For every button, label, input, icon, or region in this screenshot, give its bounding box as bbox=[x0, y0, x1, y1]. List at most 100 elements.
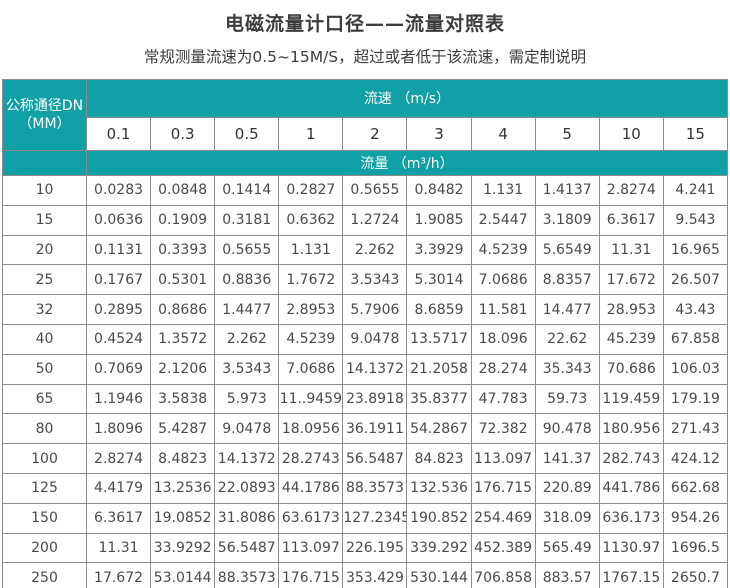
flow-value-cell: 17.672 bbox=[85, 562, 152, 588]
flow-value-cell: 14.1372 bbox=[214, 443, 280, 474]
flow-value-cell: 18.096 bbox=[470, 323, 536, 355]
flow-value-cell: 35.8377 bbox=[406, 383, 472, 415]
dn-cell: 15 bbox=[2, 204, 87, 236]
flow-value-cell: 88.3573 bbox=[342, 472, 408, 504]
flow-value-cell: 0.6362 bbox=[278, 204, 344, 236]
flow-value-cell: 11..9459 bbox=[278, 383, 344, 415]
flow-value-cell: 254.469 bbox=[470, 502, 536, 534]
flow-value-cell: 8.8357 bbox=[534, 264, 600, 296]
flow-value-cell: 0.1767 bbox=[85, 264, 152, 296]
velocity-value-cell: 3 bbox=[406, 116, 472, 152]
flow-header-row: 流量 （m³/h） bbox=[2, 150, 728, 176]
flow-value-cell: 59.73 bbox=[534, 383, 600, 415]
flow-value-cell: 0.2827 bbox=[278, 175, 344, 206]
flow-value-cell: 7.0686 bbox=[278, 353, 344, 385]
flow-value-cell: 0.8482 bbox=[406, 175, 472, 206]
flow-value-cell: 1696.5 bbox=[662, 532, 729, 564]
velocity-value-cell: 15 bbox=[662, 116, 729, 152]
flow-value-cell: 2.262 bbox=[342, 234, 408, 266]
table-row: 20 0.1131 0.3393 0.5655 1.131 2.262 3.3929 4.52… bbox=[2, 234, 729, 266]
flow-value-cell: 1767.15 bbox=[598, 562, 664, 588]
flow-value-cell: 282.743 bbox=[598, 443, 664, 474]
flow-value-cell: 706.858 bbox=[470, 562, 536, 588]
flow-value-cell: 63.6173 bbox=[278, 502, 344, 534]
flow-value-cell: 106.03 bbox=[662, 353, 729, 385]
flow-band-header: 流量 （m³/h） bbox=[86, 150, 728, 176]
table-body: 10 0.0283 0.0848 0.1414 0.2827 0.5655 0.8482 1.… bbox=[2, 175, 729, 588]
flow-value-cell: 3.5343 bbox=[214, 353, 280, 385]
page-title: 电磁流量计口径——流量对照表 bbox=[224, 13, 505, 35]
table-row: 10 0.0283 0.0848 0.1414 0.2827 0.5655 0.8482 1.… bbox=[2, 175, 729, 206]
flow-value-cell: 90.478 bbox=[534, 413, 600, 445]
flow-value-cell: 0.8836 bbox=[214, 264, 280, 296]
corner-header-line1: 公称通径DN bbox=[5, 98, 84, 114]
flow-value-cell: 54.2867 bbox=[406, 413, 472, 445]
dn-cell: 65 bbox=[2, 383, 87, 415]
flow-value-cell: 1.4477 bbox=[214, 294, 280, 325]
flow-value-cell: 22.62 bbox=[534, 323, 600, 355]
flow-value-cell: 2.1206 bbox=[150, 353, 216, 385]
flow-value-cell: 2.8953 bbox=[278, 294, 344, 325]
flow-value-cell: 883.57 bbox=[534, 562, 600, 588]
table-row: 50 0.7069 2.1206 3.5343 7.0686 14.1372 21.2058… bbox=[2, 353, 729, 385]
dn-cell: 25 bbox=[2, 264, 87, 296]
flow-value-cell: 53.0144 bbox=[150, 562, 216, 588]
flow-value-cell: 28.2743 bbox=[278, 443, 344, 474]
flow-value-cell: 1.8096 bbox=[85, 413, 152, 445]
velocity-value-cell: 4 bbox=[470, 116, 536, 152]
flow-value-cell: 424.12 bbox=[662, 443, 729, 474]
flow-value-cell: 13.5717 bbox=[406, 323, 472, 355]
flow-value-cell: 4.241 bbox=[662, 175, 729, 206]
flow-value-cell: 339.292 bbox=[406, 532, 472, 564]
dn-cell: 40 bbox=[2, 323, 87, 355]
flow-value-cell: 5.973 bbox=[214, 383, 280, 415]
flow-value-cell: 530.144 bbox=[406, 562, 472, 588]
flow-value-cell: 9.0478 bbox=[214, 413, 280, 445]
flow-value-cell: 271.43 bbox=[662, 413, 729, 445]
flow-value-cell: 119.459 bbox=[598, 383, 664, 415]
flow-value-cell: 176.715 bbox=[470, 472, 536, 504]
flow-value-cell: 2.5447 bbox=[470, 204, 536, 236]
flow-value-cell: 0.5655 bbox=[214, 234, 280, 266]
flow-value-cell: 180.956 bbox=[598, 413, 664, 445]
table-row: 65 1.1946 3.5838 5.973 11..9459 23.8918 35.837… bbox=[2, 383, 729, 415]
flow-value-cell: 0.7069 bbox=[85, 353, 152, 385]
flow-value-cell: 5.4287 bbox=[150, 413, 216, 445]
corner-header-dn: 公称通径DN （MM） bbox=[2, 79, 87, 151]
flow-value-cell: 190.852 bbox=[406, 502, 472, 534]
flow-value-cell: 88.3573 bbox=[214, 562, 280, 588]
flow-value-cell: 0.5301 bbox=[150, 264, 216, 296]
flow-value-cell: 67.858 bbox=[662, 323, 729, 355]
velocity-value-cell: 2 bbox=[342, 116, 408, 152]
flow-value-cell: 36.1911 bbox=[342, 413, 408, 445]
flow-value-cell: 353.429 bbox=[342, 562, 408, 588]
flow-value-cell: 0.3181 bbox=[214, 204, 280, 236]
flow-value-cell: 0.0636 bbox=[85, 204, 152, 236]
flow-value-cell: 18.0956 bbox=[278, 413, 344, 445]
table-row: 250 17.672 53.0144 88.3573 176.715 353.429 530… bbox=[2, 562, 729, 588]
flow-value-cell: 1.131 bbox=[278, 234, 344, 266]
flow-value-cell: 662.68 bbox=[662, 472, 729, 504]
flow-value-cell: 9.543 bbox=[662, 204, 729, 236]
flow-value-cell: 0.1909 bbox=[150, 204, 216, 236]
flow-value-cell: 2.8274 bbox=[598, 175, 664, 206]
flow-value-cell: 35.343 bbox=[534, 353, 600, 385]
flow-value-cell: 127.2345 bbox=[342, 502, 408, 534]
flow-value-cell: 3.1809 bbox=[534, 204, 600, 236]
flow-value-cell: 0.4524 bbox=[85, 323, 152, 355]
flow-value-cell: 113.097 bbox=[470, 443, 536, 474]
dn-cell: 32 bbox=[2, 294, 87, 325]
flow-value-cell: 0.2895 bbox=[85, 294, 152, 325]
flow-value-cell: 3.5838 bbox=[150, 383, 216, 415]
table-row: 80 1.8096 5.4287 9.0478 18.0956 36.1911 54.286… bbox=[2, 413, 729, 445]
flow-value-cell: 72.382 bbox=[470, 413, 536, 445]
flow-value-cell: 441.786 bbox=[598, 472, 664, 504]
page-subtitle: 常规测量流速为0.5~15M/S，超过或者低于该流速，需定制说明 bbox=[143, 48, 587, 66]
flow-value-cell: 31.8086 bbox=[214, 502, 280, 534]
flow-value-cell: 1.4137 bbox=[534, 175, 600, 206]
flow-value-cell: 14.477 bbox=[534, 294, 600, 325]
flow-value-cell: 28.953 bbox=[598, 294, 664, 325]
flow-value-cell: 0.0848 bbox=[150, 175, 216, 206]
flow-value-cell: 6.3617 bbox=[85, 502, 152, 534]
velocity-band-header: 流速 （m/s） bbox=[86, 79, 728, 118]
